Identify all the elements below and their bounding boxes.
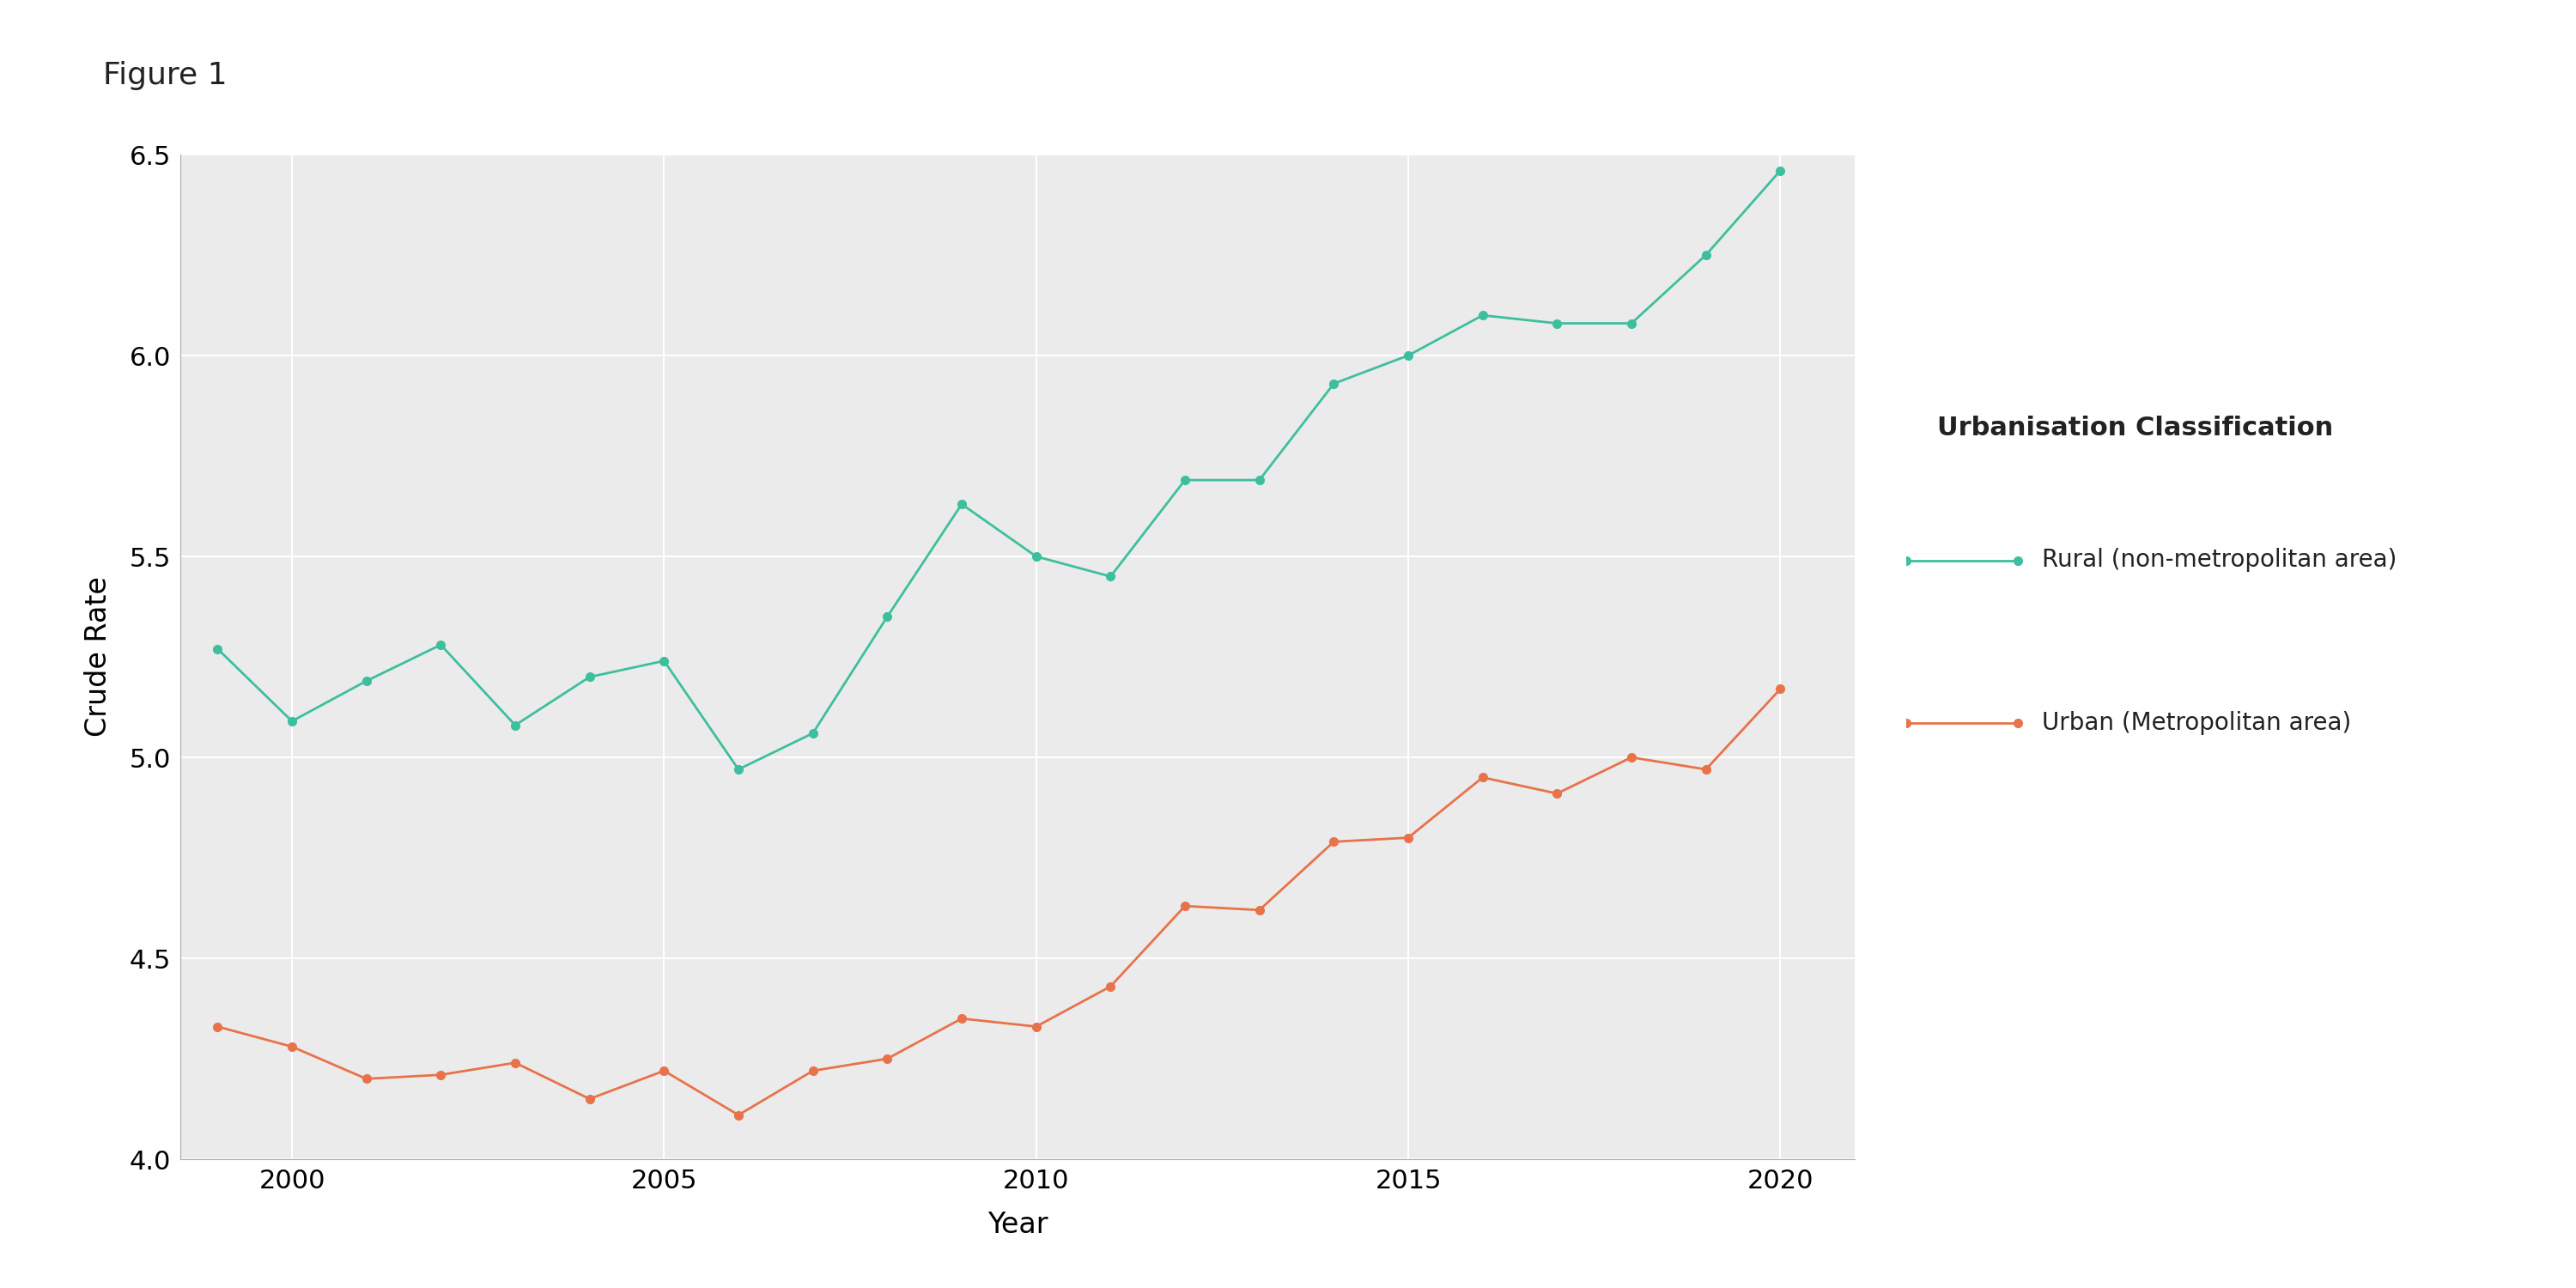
Rural (non-metropolitan area) (1319, 376, 1350, 392)
Urban (Metropolitan area) (724, 1108, 755, 1123)
Urban (Metropolitan area) (1540, 786, 1571, 801)
Rural (non-metropolitan area) (574, 670, 605, 685)
Line: Urban (Metropolitan area): Urban (Metropolitan area) (214, 685, 1785, 1119)
Urban (Metropolitan area) (350, 1072, 381, 1087)
Urban (Metropolitan area) (276, 1039, 307, 1055)
Urban (Metropolitan area) (1020, 1019, 1051, 1034)
Urban (Metropolitan area) (1690, 761, 1721, 777)
Rural (non-metropolitan area) (945, 496, 976, 511)
Urban (Metropolitan area) (799, 1063, 829, 1078)
Text: Rural (non-metropolitan area): Rural (non-metropolitan area) (2043, 549, 2398, 572)
Urban (Metropolitan area) (1468, 770, 1499, 786)
Rural (non-metropolitan area) (871, 609, 902, 625)
Rural (non-metropolitan area) (1394, 348, 1425, 363)
Urban (Metropolitan area) (1319, 835, 1350, 850)
Text: Urbanisation Classification: Urbanisation Classification (1937, 415, 2334, 440)
Urban (Metropolitan area) (1244, 903, 1275, 918)
Text: Urban (Metropolitan area): Urban (Metropolitan area) (2043, 711, 2352, 734)
Rural (non-metropolitan area) (799, 725, 829, 741)
Rural (non-metropolitan area) (1244, 473, 1275, 488)
Urban (Metropolitan area) (1095, 979, 1126, 994)
Rural (non-metropolitan area) (201, 641, 232, 657)
Rural (non-metropolitan area) (649, 653, 680, 668)
Text: Figure 1: Figure 1 (103, 61, 227, 90)
Urban (Metropolitan area) (649, 1063, 680, 1078)
Urban (Metropolitan area) (500, 1055, 531, 1070)
Rural (non-metropolitan area) (1095, 569, 1126, 585)
Rural (non-metropolitan area) (1468, 308, 1499, 323)
Urban (Metropolitan area) (201, 1019, 232, 1034)
Rural (non-metropolitan area) (724, 761, 755, 777)
Urban (Metropolitan area) (1615, 750, 1646, 765)
Urban (Metropolitan area) (1765, 681, 1795, 697)
Rural (non-metropolitan area) (1615, 316, 1646, 331)
Rural (non-metropolitan area) (350, 674, 381, 689)
Rural (non-metropolitan area) (500, 717, 531, 733)
X-axis label: Year: Year (987, 1211, 1048, 1239)
Rural (non-metropolitan area) (1690, 247, 1721, 263)
Urban (Metropolitan area) (871, 1051, 902, 1066)
Line: Rural (non-metropolitan area): Rural (non-metropolitan area) (214, 166, 1785, 774)
Y-axis label: Crude Rate: Crude Rate (85, 577, 113, 737)
Urban (Metropolitan area) (425, 1066, 456, 1082)
Rural (non-metropolitan area) (1540, 316, 1571, 331)
Urban (Metropolitan area) (1170, 898, 1200, 913)
Rural (non-metropolitan area) (425, 638, 456, 653)
Urban (Metropolitan area) (1394, 829, 1425, 845)
Rural (non-metropolitan area) (1765, 162, 1795, 178)
Rural (non-metropolitan area) (1170, 473, 1200, 488)
Rural (non-metropolitan area) (1020, 549, 1051, 564)
Urban (Metropolitan area) (574, 1091, 605, 1106)
Urban (Metropolitan area) (945, 1011, 976, 1027)
Rural (non-metropolitan area) (276, 714, 307, 729)
